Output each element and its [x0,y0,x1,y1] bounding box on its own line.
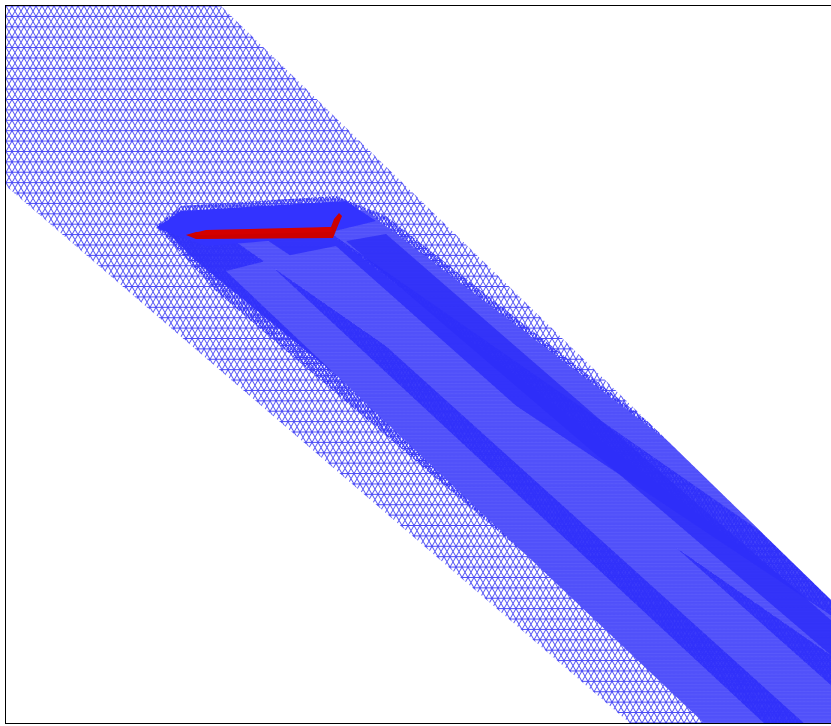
dense-wake-bands [156,201,831,723]
mesh-plot [6,6,831,723]
mesh-viewport[interactable] [5,5,831,724]
airfoil-body [186,213,342,239]
